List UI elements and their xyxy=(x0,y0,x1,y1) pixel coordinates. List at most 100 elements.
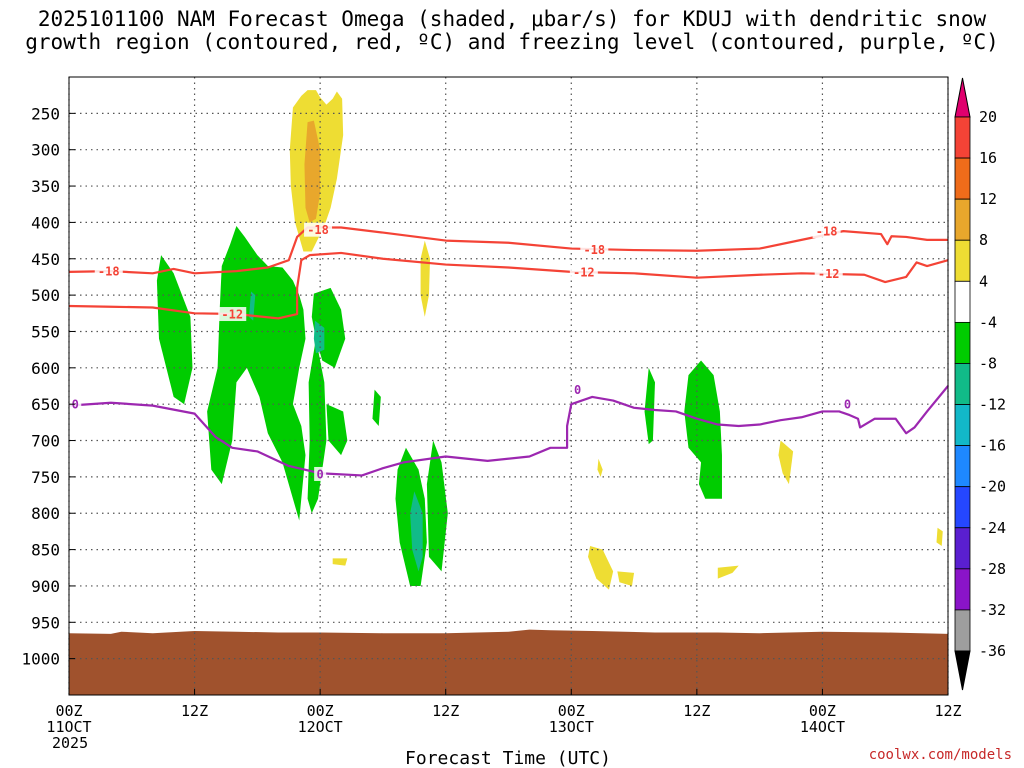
omega-negative-area xyxy=(207,226,306,521)
x-tick-label-date: 13OCT xyxy=(549,718,594,736)
contour-label: 0 xyxy=(317,467,324,481)
x-tick-label-time: 12Z xyxy=(181,702,208,720)
colorbar-swatch xyxy=(954,568,971,611)
chart-title: 2025101100 NAM Forecast Omega (shaded, μ… xyxy=(0,8,1024,54)
x-tick-label-time: 12Z xyxy=(683,702,710,720)
contour-label-bg xyxy=(580,242,609,257)
omega-negative-area xyxy=(326,404,348,456)
y-tick-label: 1000 xyxy=(21,650,60,669)
colorbar-label: -36 xyxy=(979,642,1006,660)
site-credit[interactable]: coolwx.com/models xyxy=(869,747,1012,763)
contour-label: -12 xyxy=(573,265,595,279)
x-tick-label-date: 11OCT xyxy=(46,718,91,736)
contour-label: 0 xyxy=(844,398,851,412)
x-axis-title: Forecast Time (UTC) xyxy=(405,748,611,768)
colorbar-swatch xyxy=(954,321,971,364)
contour-label-bg xyxy=(814,266,843,281)
omega-negative-area xyxy=(307,338,327,514)
colorbar-swatch xyxy=(954,280,971,323)
colorbar-top-arrow xyxy=(954,77,971,118)
y-tick-label: 800 xyxy=(31,504,60,523)
colorbar-label: 12 xyxy=(979,190,997,208)
colorbar-label: 16 xyxy=(979,149,997,167)
omega-areas xyxy=(156,90,943,590)
omega-negative-area xyxy=(426,440,448,572)
colorbar-label: 20 xyxy=(979,108,997,126)
x-tick-label-date: 14OCT xyxy=(800,718,845,736)
snow-top-contour xyxy=(68,226,948,275)
contour-label-bg xyxy=(218,307,247,322)
colorbar-swatch xyxy=(954,198,971,241)
omega-negative-area xyxy=(684,360,722,499)
omega-positive-area xyxy=(936,527,943,546)
contour-label: 0 xyxy=(72,398,79,412)
omega-positive-area xyxy=(778,440,794,485)
y-tick-label: 650 xyxy=(31,395,60,414)
omega-positive-area xyxy=(420,240,431,317)
y-tick-label: 450 xyxy=(31,250,60,269)
colorbar-label: -8 xyxy=(979,354,997,372)
contour-label: -18 xyxy=(307,223,329,237)
omega-negative-area xyxy=(313,320,325,354)
contour-label-bg xyxy=(94,264,123,279)
y-tick-label: 700 xyxy=(31,432,60,451)
colorbar-label: 4 xyxy=(979,272,988,290)
omega-positive-area xyxy=(717,565,739,579)
x-tick-label-time: 00Z xyxy=(809,702,836,720)
snow-bottom-contour xyxy=(68,251,949,320)
colorbar-label: -28 xyxy=(979,560,1006,578)
x-tick-label-time: 00Z xyxy=(55,702,82,720)
x-tick-label-time: 12Z xyxy=(934,702,961,720)
contour-label: -18 xyxy=(98,265,120,279)
omega-positive-area xyxy=(617,571,635,586)
y-tick-label: 400 xyxy=(31,213,60,232)
colorbar-swatch xyxy=(954,486,971,529)
contour-label: -12 xyxy=(221,308,243,322)
colorbar-bottom-arrow xyxy=(954,650,971,691)
omega-positive-area xyxy=(304,120,321,223)
x-tick-label-time: 00Z xyxy=(307,702,334,720)
y-tick-label: 900 xyxy=(31,577,60,596)
contour-label: -18 xyxy=(816,225,838,239)
colorbar-label: -16 xyxy=(979,437,1006,455)
colorbar-swatch xyxy=(954,157,971,200)
colorbar: 20 16 12 8 4 -4 -8 -12 -16 -20 -24 -28 -32 -36 xyxy=(954,77,1006,691)
y-tick-label: 350 xyxy=(31,177,60,196)
y-tick-label: 500 xyxy=(31,286,60,305)
x-tick-label-time: 12Z xyxy=(432,702,459,720)
contour-label-bg xyxy=(812,224,841,239)
chart-title-line-2: growth region (contoured, red, ºC) and f… xyxy=(25,30,999,54)
y-tick-label: 550 xyxy=(31,322,60,341)
x-tick-label-time: 00Z xyxy=(558,702,585,720)
colorbar-label: -24 xyxy=(979,519,1006,537)
contour-label: -12 xyxy=(818,267,840,281)
omega-positive-area xyxy=(332,558,348,566)
contour-label-bg xyxy=(841,397,854,412)
colorbar-swatch xyxy=(954,239,971,282)
contour-label-bg xyxy=(304,222,333,237)
omega-negative-area xyxy=(410,491,423,572)
colorbar-swatch xyxy=(954,363,971,405)
contour-label-bg xyxy=(571,382,584,397)
colorbar-label: -12 xyxy=(979,396,1006,414)
contour-label-bg xyxy=(69,397,82,412)
colorbar-label: -20 xyxy=(979,478,1006,496)
contour-label-bg xyxy=(569,264,598,279)
contour-label: -18 xyxy=(583,243,605,257)
y-tick-label: 850 xyxy=(31,541,60,560)
colorbar-swatch xyxy=(954,445,971,488)
y-tick-label: 950 xyxy=(31,613,60,632)
colorbar-swatch xyxy=(954,527,971,570)
freezing-level-contour xyxy=(68,385,949,477)
chart-title-line-1: 2025101100 NAM Forecast Omega (shaded, μ… xyxy=(37,7,987,31)
omega-negative-area xyxy=(372,389,381,426)
x-tick-label-date: 12OCT xyxy=(298,718,343,736)
omega-negative-area xyxy=(248,291,256,321)
y-tick-label: 600 xyxy=(31,359,60,378)
contour-label-bg xyxy=(314,466,327,481)
omega-negative-area xyxy=(156,255,193,405)
y-tick-label: 250 xyxy=(31,104,60,123)
y-axis: 250 300 350 400 450 500 550 600 650 700 750 800 850 9… xyxy=(21,104,75,669)
